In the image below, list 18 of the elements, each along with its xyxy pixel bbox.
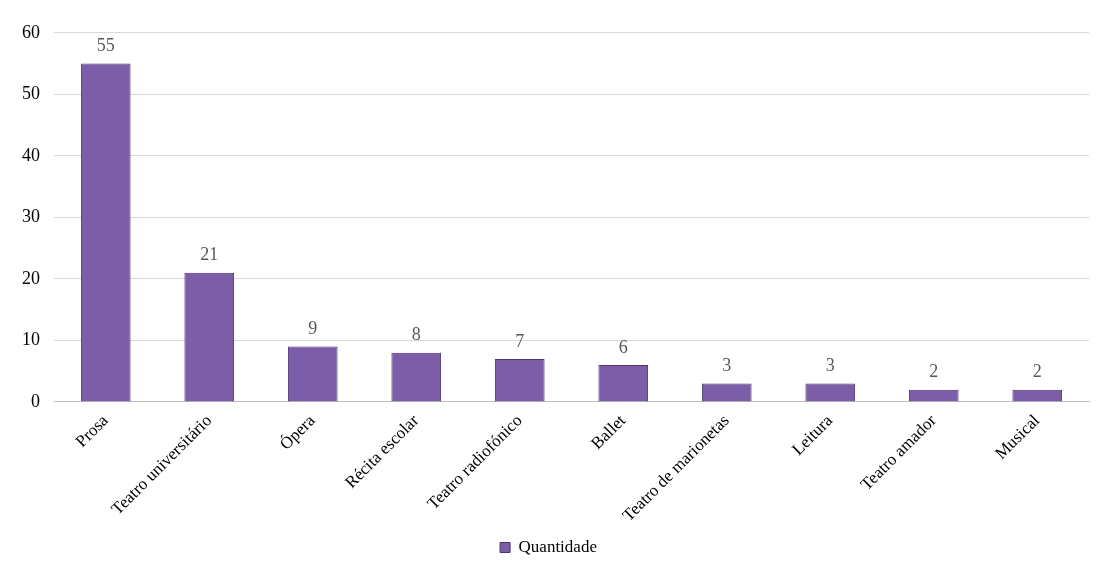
- y-tick-label: 0: [31, 390, 40, 411]
- data-label: 3: [722, 355, 732, 376]
- data-label: 9: [308, 318, 318, 339]
- data-label: 7: [515, 330, 525, 351]
- data-label: 2: [929, 361, 939, 382]
- data-label: 8: [411, 324, 421, 345]
- data-label: 2: [1032, 361, 1042, 382]
- data-label: 3: [825, 355, 835, 376]
- y-tick-label: 60: [22, 21, 40, 42]
- data-label: 55: [96, 35, 115, 56]
- legend-label: Quantidade: [518, 536, 597, 556]
- y-tick-label: 20: [22, 267, 40, 288]
- data-label: 21: [200, 244, 219, 265]
- y-tick-label: 10: [22, 329, 40, 350]
- y-tick-label: 30: [22, 206, 40, 227]
- data-label: 6: [618, 336, 628, 357]
- y-tick-label: 50: [22, 83, 40, 104]
- y-tick-label: 40: [22, 144, 40, 165]
